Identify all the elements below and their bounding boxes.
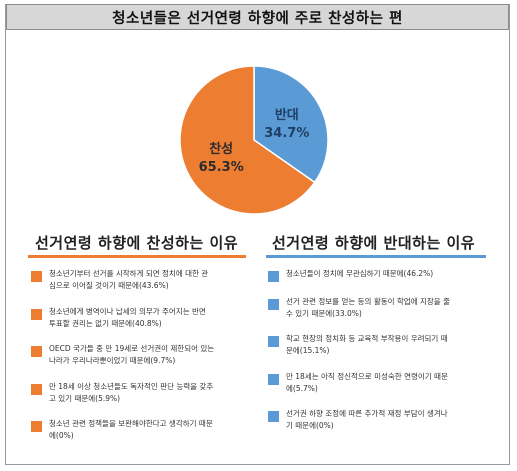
pie-label-oppose: 반대 [275, 107, 299, 123]
pie-slice-favor [179, 65, 316, 215]
pie-value-oppose: 34.7% [264, 126, 309, 141]
favor-reason-bullet-icon [31, 421, 42, 432]
favor-reason-item: 만 18세 이상 청소년들도 독자적인 판단 능력을 갖추 고 있기 때문에(5.… [31, 381, 261, 405]
page-title: 청소년들은 선거연령 하향에 주로 찬성하는 편 [6, 4, 509, 30]
oppose-reasons-list: 청소년들이 정치에 무관심하기 때문에(46.2%) 선거 관련 정보를 얻는 등… [268, 268, 498, 446]
oppose-section-title: 선거연령 하향에 반대하는 이유 [272, 234, 476, 252]
pie-slice-oppose [253, 65, 329, 184]
favor-reason-item-text: 청소년 관련 정책들을 보완해야한다고 생각하기 때문 에(0%) [49, 419, 213, 440]
oppose-reason-item: 학교 현장의 정치화 등 교육적 부작용이 우려되기 때 문에(15.1%) [268, 333, 498, 357]
favor-reason-item-text: 만 18세 이상 청소년들도 독자적인 판단 능력을 갖추 고 있기 때문에(5.… [49, 381, 214, 403]
oppose-reason-bullet-icon [268, 298, 279, 310]
oppose-reason-item: 청소년들이 정치에 무관심하기 때문에(46.2%) [268, 268, 498, 282]
pie-value-favor: 65.3% [199, 160, 244, 175]
oppose-underline [266, 255, 486, 258]
favor-reason-bullet-icon [31, 308, 42, 320]
oppose-reason-bullet-icon [268, 373, 279, 385]
favor-reason-item: 청소년 관련 정책들을 보완해야한다고 생각하기 때문 에(0%) [31, 418, 261, 442]
oppose-reason-bullet-icon [268, 411, 279, 422]
favor-reason-item-text: OECD 국가들 중 만 19세로 선거권이 제한되어 있는 나라가 우리나라뿐이… [49, 344, 215, 365]
oppose-reason-item-text: 청소년들이 정치에 무관심하기 때문에(46.2%) [286, 269, 434, 278]
oppose-reason-item-text: 학교 현장의 정치화 등 교육적 부작용이 우려되기 때 문에(15.1%) [286, 334, 448, 355]
oppose-reason-item: 선거권 하향 조정에 따른 추가적 재정 부담이 생겨나 기 때문에(0%) [268, 408, 498, 432]
oppose-reason-item: 만 18세는 아직 정신적으로 미성숙한 연령이기 때문 에(5.7%) [268, 371, 498, 395]
favor-reason-item-text: 청소년에게 병역이나 납세의 의무가 주어지는 반면 투표할 권리는 없기 때문에… [49, 306, 206, 328]
favor-reason-bullet-icon [31, 271, 42, 282]
favor-reason-bullet-icon [31, 346, 42, 357]
favor-underline [28, 255, 246, 258]
favor-reasons-list: 청소년기부터 선거를 시작하게 되면 정치에 대한 관 심으로 이어질 것이기 때… [31, 268, 261, 456]
oppose-reason-item-text: 선거권 하향 조정에 따른 추가적 재정 부담이 생겨나 기 때문에(0%) [286, 409, 448, 430]
favor-section-title: 선거연령 하향에 찬성하는 이유 [35, 234, 239, 252]
favor-reason-bullet-icon [31, 383, 42, 395]
oppose-reason-bullet-icon [268, 336, 279, 347]
oppose-reason-item-text: 만 18세는 아직 정신적으로 미성숙한 연령이기 때문 에(5.7%) [286, 371, 448, 393]
pie-label-favor: 찬성 [209, 141, 233, 157]
favor-reason-item: 청소년에게 병역이나 납세의 의무가 주어지는 반면 투표할 권리는 없기 때문에… [31, 306, 261, 330]
favor-reason-item: 청소년기부터 선거를 시작하게 되면 정치에 대한 관 심으로 이어질 것이기 때… [31, 268, 261, 292]
oppose-reason-bullet-icon [268, 271, 279, 282]
favor-reason-item: OECD 국가들 중 만 19세로 선거권이 제한되어 있는 나라가 우리나라뿐이… [31, 343, 261, 367]
favor-reason-item-text: 청소년기부터 선거를 시작하게 되면 정치에 대한 관 심으로 이어질 것이기 때… [49, 269, 209, 290]
